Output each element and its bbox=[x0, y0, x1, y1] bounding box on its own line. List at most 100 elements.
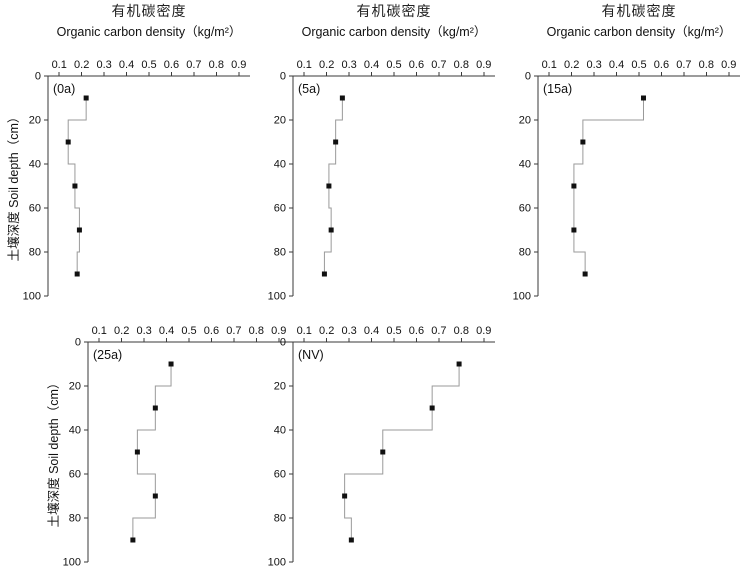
x-tick-label: 0.4 bbox=[364, 325, 379, 337]
data-point-marker bbox=[72, 183, 78, 189]
x-tick-label: 0.1 bbox=[297, 59, 312, 71]
plot-svg-nv: 0.1 0.2 0.3 0.4 0.5 0.6 0.7 0.8 0.9020406080100(… bbox=[268, 325, 495, 569]
data-point-marker bbox=[152, 493, 158, 499]
series-label: (0a) bbox=[53, 82, 75, 96]
x-tick-label: 0.8 bbox=[249, 325, 264, 337]
series-label: (5a) bbox=[298, 82, 320, 96]
y-tick-label: 0 bbox=[280, 337, 286, 349]
y-tick-label: 60 bbox=[274, 203, 286, 215]
data-point-marker bbox=[571, 227, 577, 233]
subplot-title-chinese: 有机碳密度 bbox=[111, 3, 187, 19]
data-point-marker bbox=[580, 139, 586, 145]
y-tick-label: 60 bbox=[519, 203, 531, 215]
y-tick-label: 80 bbox=[274, 247, 286, 259]
x-tick-label: 0.3 bbox=[136, 325, 151, 337]
y-tick-label: 40 bbox=[29, 159, 41, 171]
x-tick-label: 0.3 bbox=[341, 59, 356, 71]
y-tick-label: 80 bbox=[519, 247, 531, 259]
x-tick-label: 0.9 bbox=[721, 59, 736, 71]
data-point-marker bbox=[168, 361, 174, 367]
x-tick-label: 0.5 bbox=[181, 325, 196, 337]
x-tick-label: 0.7 bbox=[186, 59, 201, 71]
x-tick-label: 0.6 bbox=[409, 59, 424, 71]
data-point-marker bbox=[333, 139, 339, 145]
data-point-marker bbox=[130, 537, 136, 543]
plot-svg-25a: 0.1 0.2 0.3 0.4 0.5 0.6 0.7 0.8 0.9020406080100(… bbox=[63, 325, 290, 569]
x-tick-label: 0.7 bbox=[676, 59, 691, 71]
series-label: (25a) bbox=[93, 348, 122, 362]
y-tick-label: 40 bbox=[274, 159, 286, 171]
y-tick-label: 0 bbox=[75, 337, 81, 349]
x-tick-label: 0.7 bbox=[431, 59, 446, 71]
y-tick-label: 100 bbox=[513, 291, 531, 303]
x-tick-label: 0.2 bbox=[564, 59, 579, 71]
data-point-marker bbox=[76, 227, 82, 233]
plot-svg-15a: 0.1 0.2 0.3 0.4 0.5 0.6 0.7 0.8 0.9 0 20 40 60 80 100 (… bbox=[513, 59, 740, 303]
y-tick-label: 100 bbox=[23, 291, 41, 303]
data-point-marker bbox=[342, 493, 348, 499]
subplot-nv: 0.1 0.2 0.3 0.4 0.5 0.6 0.7 0.8 0.9 0 20 40 60 80 100(… bbox=[255, 312, 505, 574]
x-tick-label: 0.1 bbox=[92, 325, 107, 337]
data-point-marker bbox=[65, 139, 71, 145]
subplot-15a: 有机碳密度 Organic carbon density（kg/m²） 0.1 0.2… bbox=[500, 0, 750, 308]
x-tick-label: 0.4 bbox=[609, 59, 624, 71]
subplot-25a: 0.1 0.2 0.3 0.4 0.5 0.6 0.7 0.8 0.9 0 20 40 60 80 100(… bbox=[50, 312, 300, 574]
subplot-title-chinese: 有机碳密度 bbox=[601, 3, 677, 19]
y-tick-label: 60 bbox=[274, 469, 286, 481]
x-tick-label: 0.7 bbox=[431, 325, 446, 337]
y-tick-label: 40 bbox=[274, 425, 286, 437]
series-label: (15a) bbox=[543, 82, 572, 96]
plot-svg-0a: 0.1 0.2 0.3 0.4 0.5 0.6 0.7 0.8 0.9 0 20 40 60 80 100 (… bbox=[23, 59, 250, 303]
x-tick-label: 0.9 bbox=[231, 59, 246, 71]
x-tick-label: 0.8 bbox=[454, 59, 469, 71]
x-tick-label: 0.6 bbox=[654, 59, 669, 71]
data-point-marker bbox=[640, 95, 646, 101]
x-tick-label: 0.7 bbox=[226, 325, 241, 337]
x-tick-label: 0.2 bbox=[319, 325, 334, 337]
y-tick-label: 100 bbox=[268, 291, 286, 303]
y-tick-label: 40 bbox=[69, 425, 81, 437]
x-tick-label: 0.3 bbox=[96, 59, 111, 71]
data-point-marker bbox=[321, 271, 327, 277]
y-tick-label: 80 bbox=[69, 513, 81, 525]
y-tick-label: 80 bbox=[274, 513, 286, 525]
subplot-0a: 有机碳密度 Organic carbon density（kg/m²） 0.1 0.2… bbox=[10, 0, 260, 308]
data-point-marker bbox=[456, 361, 462, 367]
x-tick-label: 0.6 bbox=[164, 59, 179, 71]
profile-step-line bbox=[573, 98, 644, 274]
x-tick-label: 0.2 bbox=[114, 325, 129, 337]
data-point-marker bbox=[152, 405, 158, 411]
data-point-marker bbox=[339, 95, 345, 101]
y-tick-label: 20 bbox=[274, 115, 286, 127]
data-point-marker bbox=[380, 449, 386, 455]
y-tick-label: 20 bbox=[29, 115, 41, 127]
data-point-marker bbox=[328, 227, 334, 233]
x-tick-label: 0.9 bbox=[271, 325, 286, 337]
x-tick-label: 0.9 bbox=[476, 59, 491, 71]
x-tick-label: 0.3 bbox=[586, 59, 601, 71]
x-tick-label: 0.5 bbox=[386, 325, 401, 337]
y-tick-label: 0 bbox=[280, 71, 286, 83]
y-tick-label: 80 bbox=[29, 247, 41, 259]
x-tick-label: 0.2 bbox=[74, 59, 89, 71]
x-tick-label: 0.1 bbox=[297, 325, 312, 337]
subplot-title-chinese: 有机碳密度 bbox=[356, 3, 432, 19]
x-tick-label: 0.3 bbox=[341, 325, 356, 337]
subplot-title-english: Organic carbon density（kg/m²） bbox=[56, 25, 242, 39]
x-tick-label: 0.4 bbox=[159, 325, 174, 337]
x-tick-label: 0.8 bbox=[209, 59, 224, 71]
y-tick-label: 40 bbox=[519, 159, 531, 171]
y-tick-label: 100 bbox=[268, 557, 286, 569]
x-tick-label: 0.1 bbox=[52, 59, 67, 71]
x-tick-label: 0.4 bbox=[364, 59, 379, 71]
data-point-marker bbox=[83, 95, 89, 101]
series-label: (NV) bbox=[298, 348, 324, 362]
data-point-marker bbox=[326, 183, 332, 189]
profile-step-line bbox=[344, 364, 460, 540]
y-tick-label: 20 bbox=[519, 115, 531, 127]
y-tick-label: 0 bbox=[525, 71, 531, 83]
y-tick-label: 20 bbox=[274, 381, 286, 393]
data-point-marker bbox=[74, 271, 80, 277]
x-tick-label: 0.8 bbox=[454, 325, 469, 337]
